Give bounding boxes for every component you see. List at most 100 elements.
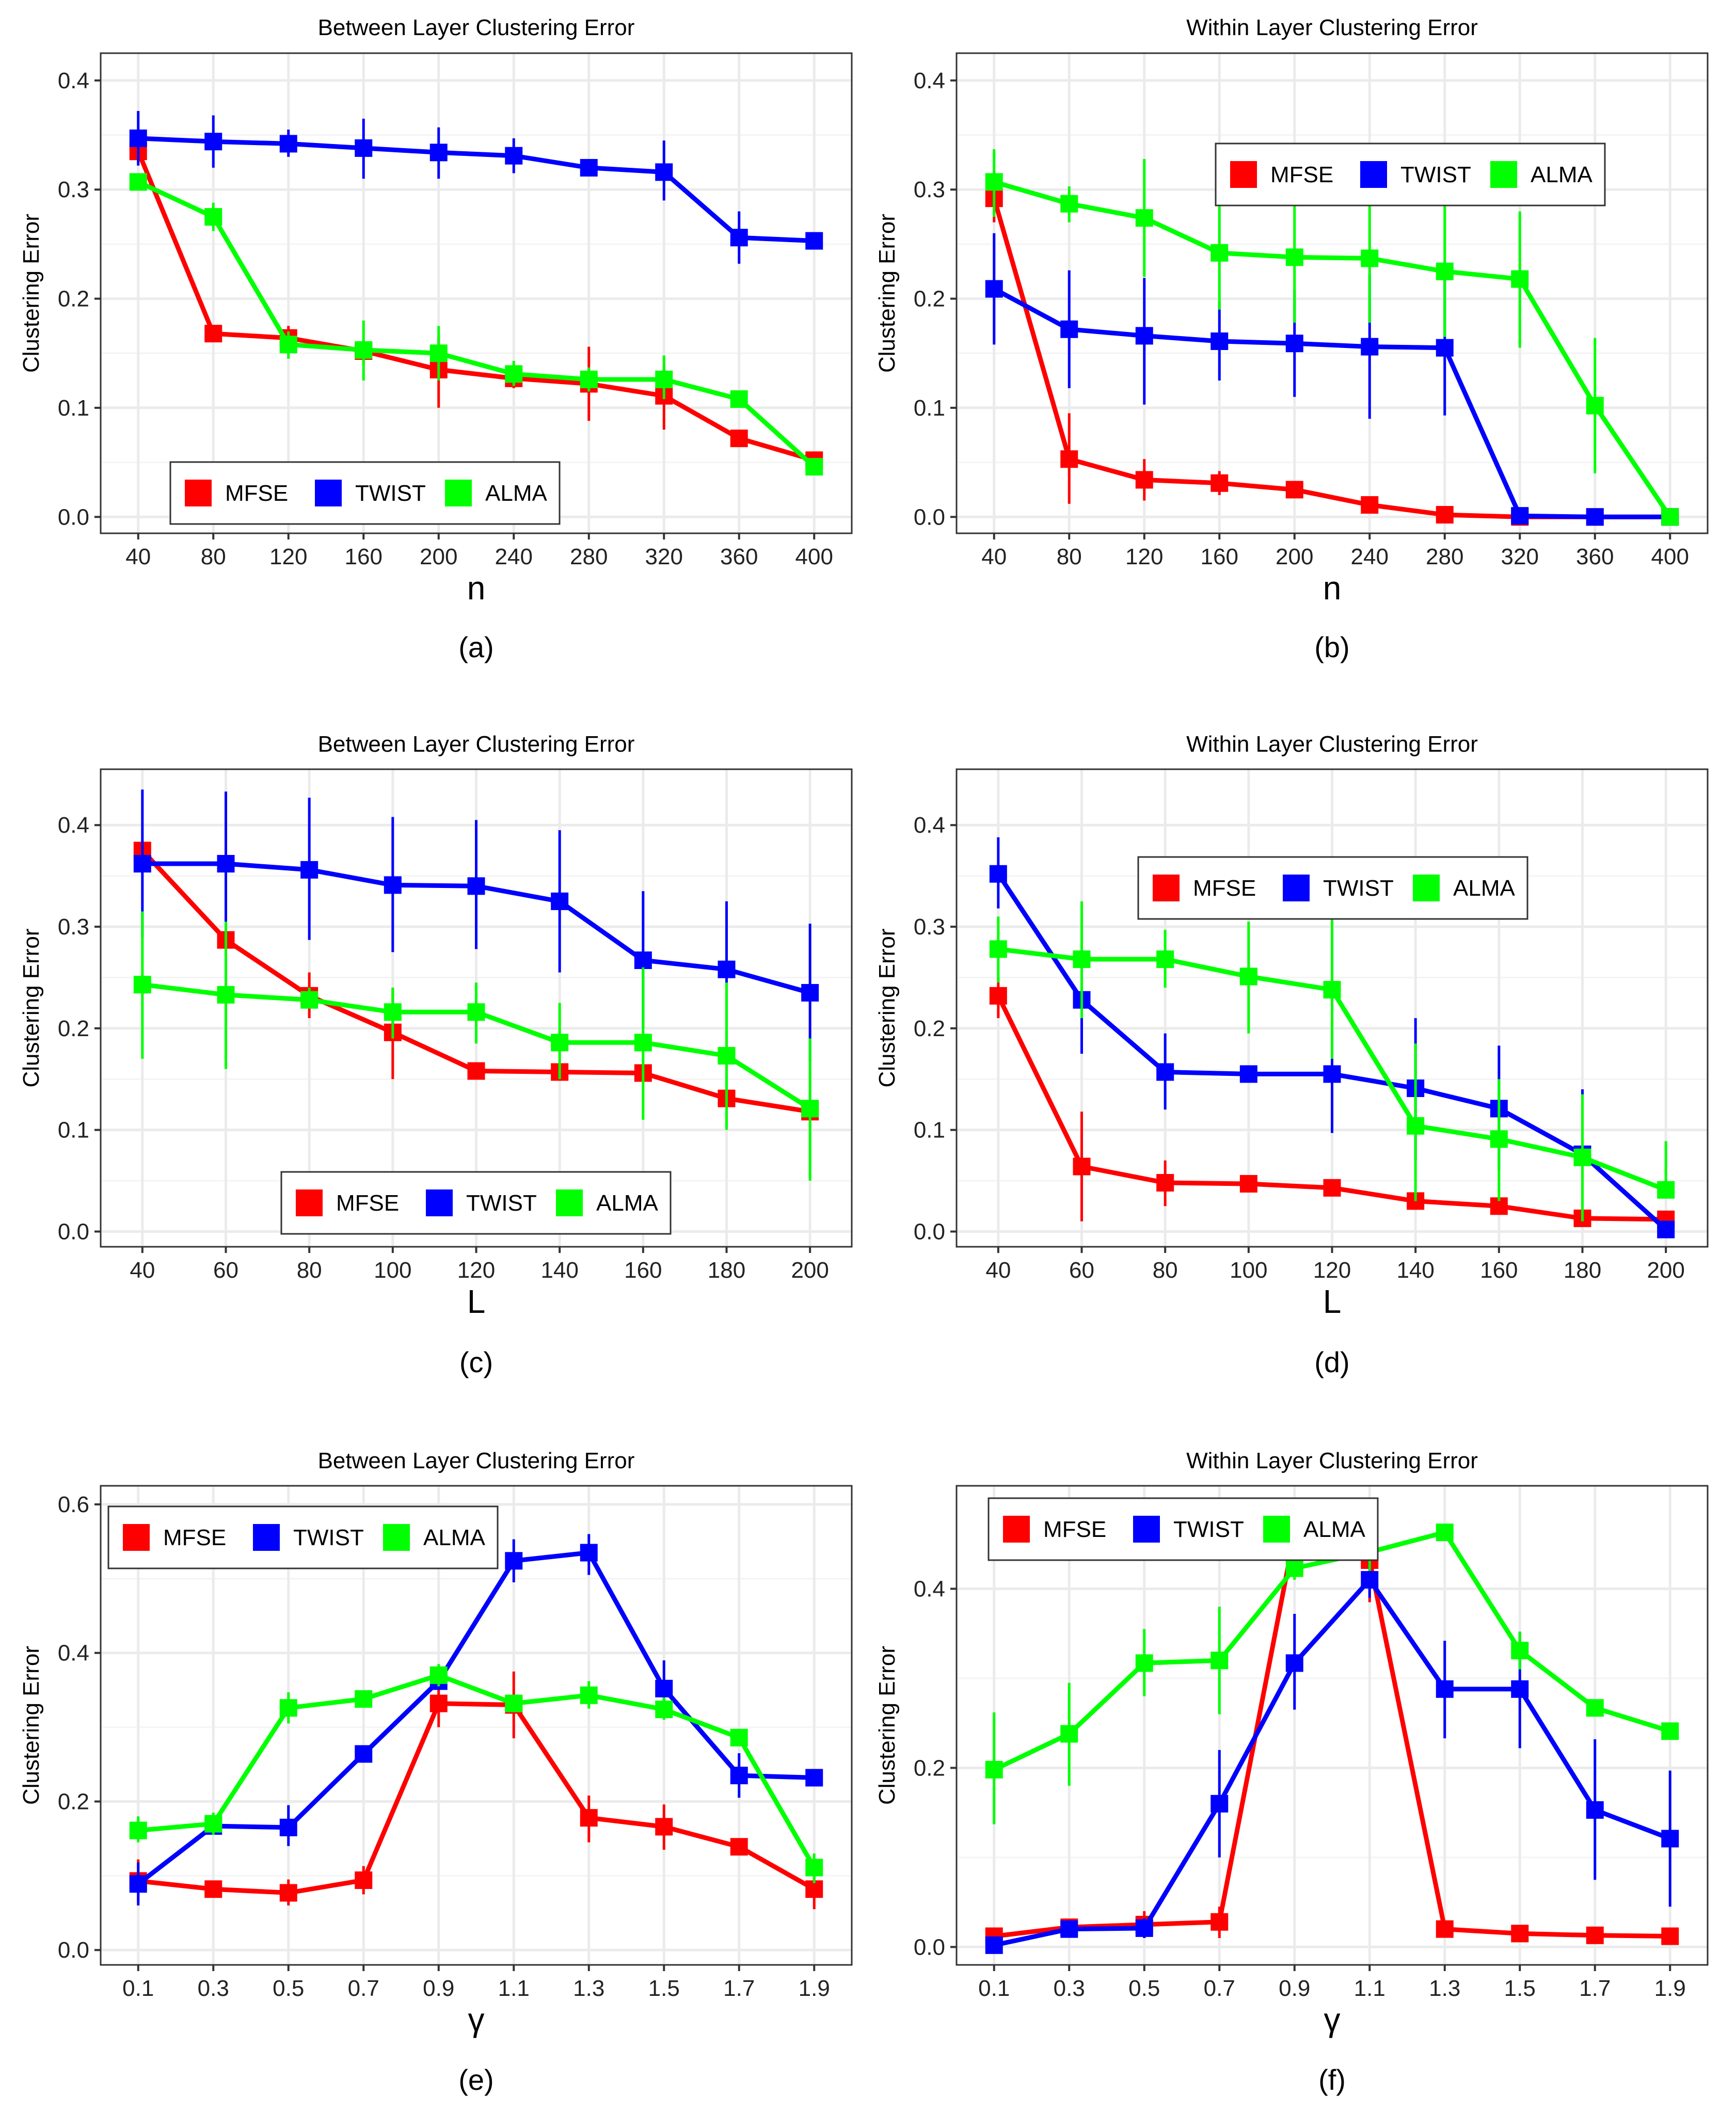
data-point (985, 173, 1003, 191)
y-tick-label: 0.4 (914, 68, 945, 93)
data-point (300, 861, 318, 879)
data-point (655, 370, 673, 388)
x-tick-label: 1.7 (1579, 1976, 1611, 2001)
data-point (805, 1769, 823, 1787)
y-axis-label: Clustering Error (874, 1646, 900, 1805)
data-point (1323, 1065, 1341, 1083)
data-point (204, 325, 222, 343)
legend-label-twist: TWIST (1400, 162, 1471, 187)
x-tick-label: 1.7 (723, 1976, 755, 2001)
legend-label-alma: ALMA (1453, 876, 1515, 901)
data-point (730, 229, 748, 247)
legend-label-alma: ALMA (485, 481, 547, 506)
legend: MFSE TWIST ALMA (1137, 856, 1528, 920)
chart-title: Between Layer Clustering Error (318, 15, 635, 40)
y-axis-label: Clustering Error (19, 928, 44, 1087)
data-point (1285, 335, 1303, 353)
series-alma (133, 911, 819, 1181)
x-tick-label: 120 (1125, 544, 1163, 569)
x-tick-label: 1.5 (1504, 1976, 1536, 2001)
legend-label-alma: ALMA (596, 1191, 658, 1216)
data-point (730, 390, 748, 408)
data-point (1657, 1181, 1675, 1199)
series-line (136, 150, 815, 463)
x-tick-label: 1.3 (573, 1976, 604, 2001)
series-twist (129, 111, 823, 264)
x-tick-label: 160 (1480, 1258, 1518, 1283)
x-tick-label: 0.1 (978, 1976, 1010, 2001)
series-line (138, 1673, 817, 1869)
data-point (580, 1544, 598, 1562)
x-tick-label: 240 (495, 544, 533, 569)
series-line (138, 1701, 816, 1895)
data-point (1361, 496, 1379, 514)
data-point (730, 1767, 748, 1785)
data-point (1586, 1926, 1604, 1944)
data-point (1436, 1680, 1454, 1698)
legend: MFSE TWIST ALMA (1215, 142, 1606, 207)
y-tick-label: 0.1 (58, 1118, 89, 1143)
x-tick-label: 240 (1351, 544, 1389, 569)
legend-label-alma: ALMA (1531, 162, 1592, 187)
x-tick-label: 200 (791, 1258, 829, 1283)
chart-title: Within Layer Clustering Error (1186, 15, 1478, 40)
x-axis-label: γ (1324, 2001, 1341, 2038)
legend-box (107, 1505, 499, 1569)
data-point (133, 976, 151, 994)
data-point (989, 940, 1007, 958)
x-tick-label: 0.1 (122, 1976, 154, 2001)
x-tick-label: 200 (1276, 544, 1313, 569)
x-tick-label: 0.7 (1204, 1976, 1235, 2001)
legend-label-alma: ALMA (423, 1525, 485, 1550)
data-point (1407, 1117, 1425, 1135)
y-tick-label: 0.3 (914, 177, 945, 202)
x-tick-label: 360 (720, 544, 758, 569)
y-tick-label: 0.2 (914, 1016, 945, 1041)
legend-label-mfse: MFSE (1270, 162, 1333, 187)
panel-caption: (a) (458, 631, 493, 663)
data-point (1211, 332, 1229, 350)
data-point (634, 1034, 652, 1052)
legend: MFSE TWIST ALMA (988, 1497, 1379, 1561)
data-point (129, 129, 147, 147)
data-point (505, 365, 523, 383)
data-point (279, 135, 297, 153)
panel-border (955, 52, 1709, 534)
legend-label-mfse: MFSE (1043, 1517, 1106, 1542)
data-point (1285, 248, 1303, 266)
legend-box (988, 1497, 1379, 1561)
data-point (989, 865, 1007, 883)
y-tick-label: 0.2 (58, 1789, 89, 1814)
chart-panel-d: 0.0 0.1 0.2 0.3 0.4 40 60 80 100 120 140 160 180 200 L… (874, 732, 1709, 1378)
plot-background (957, 53, 1708, 533)
x-tick-label: 160 (1201, 544, 1238, 569)
legend-box (1215, 142, 1606, 207)
panel-border (100, 1485, 853, 1966)
chart-title: Within Layer Clustering Error (1186, 732, 1478, 757)
data-point (985, 1760, 1003, 1779)
series-line (137, 1550, 815, 1886)
y-tick-label: 0.0 (914, 504, 945, 530)
data-point (1436, 1920, 1454, 1938)
legend-label-alma: ALMA (1303, 1517, 1365, 1542)
x-tick-label: 1.5 (648, 1976, 680, 2001)
data-point (580, 370, 598, 388)
x-axis-label: n (1323, 569, 1342, 607)
x-tick-label: 0.5 (273, 1976, 304, 2001)
panel-border (100, 52, 853, 534)
data-point (355, 1871, 373, 1889)
data-point (1436, 262, 1454, 280)
data-point (1657, 1220, 1675, 1239)
data-point (1361, 249, 1379, 267)
data-point (1285, 1654, 1303, 1672)
series-alma (129, 173, 823, 476)
data-point (1511, 1925, 1529, 1943)
data-point (1511, 1680, 1529, 1698)
x-tick-label: 60 (213, 1258, 238, 1283)
data-point (805, 458, 823, 476)
x-tick-label: 80 (1153, 1258, 1178, 1283)
data-point (1436, 506, 1454, 524)
data-point (1586, 508, 1604, 526)
data-point (429, 344, 448, 362)
y-tick-label: 0.0 (914, 1934, 945, 1960)
